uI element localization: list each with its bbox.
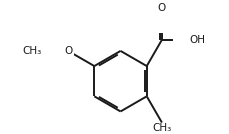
Text: O: O: [157, 3, 165, 13]
Text: OH: OH: [188, 35, 204, 45]
Text: CH₃: CH₃: [22, 46, 42, 56]
Text: O: O: [64, 46, 72, 56]
Text: CH₃: CH₃: [152, 123, 171, 133]
